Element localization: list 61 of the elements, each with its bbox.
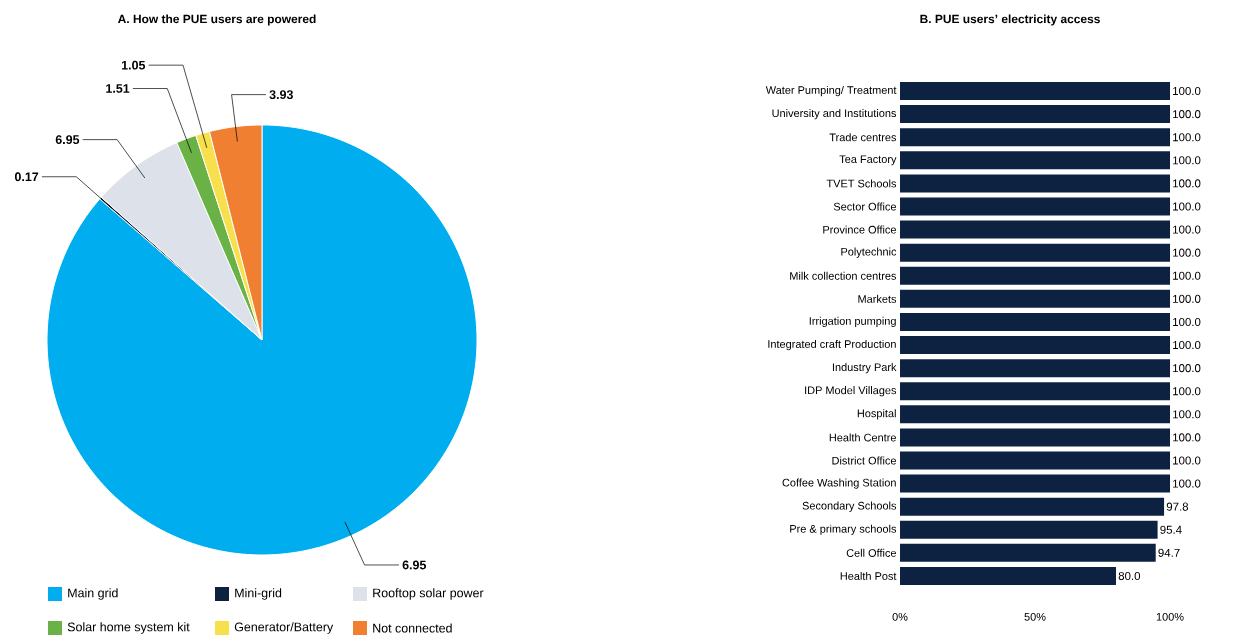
data-label: 100.0: [1173, 86, 1201, 96]
x-tick-label: 100%: [1156, 612, 1184, 621]
y-tick-label: Secondary Schools: [802, 501, 897, 512]
data-label: 1.51: [106, 84, 130, 93]
y-tick-label: Milk collection centres: [790, 271, 897, 280]
y-tick-label: Industry Park: [832, 363, 897, 374]
y-tick-label: Health Post: [840, 571, 897, 580]
data-label: 95.4: [1160, 525, 1182, 534]
data-label: 94.7: [1158, 548, 1180, 557]
data-label: 0.17: [14, 172, 39, 182]
x-tick-label: 50%: [1024, 612, 1046, 621]
legend-label: Mini-grid: [235, 588, 282, 600]
data-label: 100.0: [1173, 110, 1201, 119]
legend-label: Not connected: [373, 623, 452, 633]
data-label: 100.0: [1173, 179, 1201, 188]
y-tick-label: Irrigation pumping: [809, 316, 896, 328]
data-label: 100.0: [1173, 387, 1201, 396]
y-tick-label: Water Pumping/ Treatment: [765, 85, 897, 97]
data-label: 100.0: [1173, 248, 1201, 257]
data-label: 3.93: [269, 90, 293, 100]
y-tick-label: Polytechnic: [841, 247, 897, 258]
data-label: 1.05: [121, 60, 146, 70]
text: 6.95: [402, 560, 427, 570]
data-label: 80.0: [1118, 571, 1141, 580]
data-label: 100.0: [1173, 410, 1201, 419]
data-label: 100.0: [1173, 202, 1201, 211]
y-tick-label: Pre & primary schools: [790, 524, 897, 535]
data-label: 100.0: [1173, 456, 1201, 465]
legend-label: Solar home system kit: [67, 622, 190, 634]
chart-title: A. How the PUE users are powered: [117, 14, 316, 26]
data-label: 100.0: [1173, 479, 1201, 488]
data-label: 100.0: [1173, 433, 1201, 442]
legend-label: Rooftop solar power: [373, 588, 484, 600]
y-tick-label: University and Institutions: [772, 109, 897, 120]
data-label: 6.95: [55, 135, 80, 145]
y-tick-label: Health Centre: [829, 433, 896, 442]
data-label: 100.0: [1173, 225, 1201, 234]
y-tick-label: Coffee Washing Station: [782, 478, 896, 489]
data-label: 100.0: [1173, 364, 1201, 373]
y-tick-label: Cell Office: [846, 548, 897, 557]
y-tick-label: Province Office: [823, 225, 897, 234]
y-tick-label: District Office: [832, 456, 897, 465]
legend-label: Main grid: [68, 588, 118, 600]
y-tick-label: Sector Office: [833, 202, 897, 211]
data-label: 100.0: [1173, 271, 1201, 280]
data-label: 97.8: [1166, 502, 1189, 511]
data-label: 100.0: [1173, 317, 1201, 326]
y-tick-label: Trade centres: [829, 133, 897, 142]
y-tick-label: Tea Factory: [839, 155, 897, 166]
y-tick-label: IDP Model Villages: [805, 386, 897, 397]
y-tick-label: TVET Schools: [826, 179, 897, 188]
chart-title: B. PUE users’ electricity access: [920, 14, 1100, 26]
y-tick-label: Markets: [858, 294, 897, 303]
data-label: 100.0: [1173, 133, 1201, 142]
y-tick-label: Hospital: [857, 409, 896, 420]
data-label: 100.0: [1173, 340, 1201, 350]
data-label: 100.0: [1173, 156, 1201, 165]
data-label: 100.0: [1173, 294, 1201, 303]
legend-label: Generator/Battery: [234, 622, 334, 634]
x-tick-label: 0%: [892, 612, 908, 621]
y-tick-label: Integrated craft Production: [768, 339, 896, 351]
